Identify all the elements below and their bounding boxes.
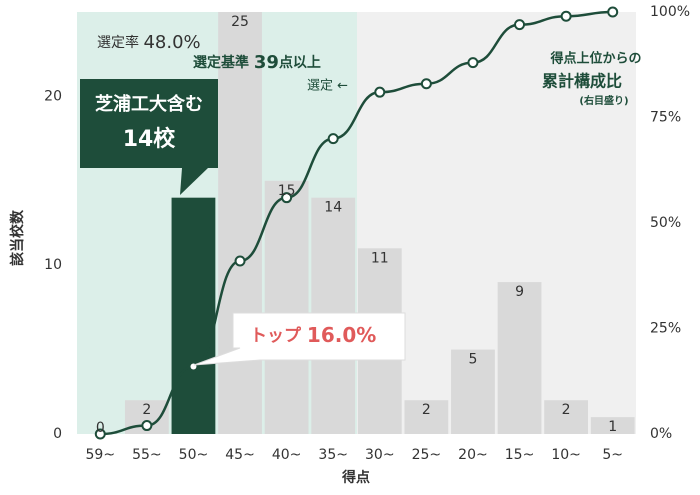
selection-rate-value: 48.0% bbox=[143, 32, 200, 53]
bar bbox=[218, 12, 262, 434]
bar bbox=[171, 197, 216, 434]
top-value: 16.0% bbox=[307, 323, 376, 347]
line-point bbox=[94, 428, 106, 440]
selection-rate: 選定率 48.0% bbox=[97, 32, 201, 53]
line-point bbox=[514, 19, 526, 31]
x-tick-label: 25~ bbox=[412, 447, 442, 463]
value-label: 25 bbox=[231, 14, 249, 30]
value-label: 15 bbox=[278, 183, 296, 199]
value-label: 0 bbox=[96, 420, 105, 436]
x-tick-label: 20~ bbox=[458, 447, 488, 463]
value-label: 2 bbox=[142, 402, 151, 418]
value-label: 2 bbox=[422, 402, 431, 418]
value-label: 14 bbox=[324, 200, 342, 216]
bar bbox=[590, 417, 635, 434]
y-tick-label: 20 bbox=[44, 88, 62, 104]
criterion-suffix: 点以上 bbox=[279, 54, 321, 71]
value-label: 2 bbox=[562, 402, 571, 418]
x-tick-label: 10~ bbox=[551, 447, 581, 463]
value-label: 9 bbox=[515, 284, 524, 300]
line-point bbox=[141, 420, 153, 432]
right-note-3: (右目盛り) bbox=[579, 94, 628, 107]
callout-line1: 芝浦工大含む bbox=[95, 93, 203, 115]
value-label: 5 bbox=[468, 352, 477, 368]
x-tick-label: 15~ bbox=[505, 447, 535, 463]
line-point bbox=[560, 10, 572, 22]
line-point bbox=[420, 78, 432, 90]
line-point bbox=[281, 192, 293, 204]
top-label: トップ bbox=[250, 325, 302, 346]
criterion-label: 選定基準 bbox=[193, 54, 249, 71]
x-tick-label: 45~ bbox=[225, 447, 255, 463]
x-tick-label: 59~ bbox=[86, 447, 116, 463]
y2-tick-label: 75% bbox=[650, 110, 681, 126]
y-tick-label: 0 bbox=[53, 426, 62, 442]
line-point bbox=[607, 6, 619, 18]
criterion-value: 39 bbox=[254, 52, 279, 73]
value-label: 1 bbox=[608, 419, 617, 435]
x-tick-label: 35~ bbox=[318, 447, 348, 463]
x-tick-label: 5~ bbox=[602, 447, 623, 463]
criterion: 選定基準 39点以上 bbox=[193, 52, 321, 73]
unselected-region bbox=[357, 12, 636, 434]
x-tick-label: 55~ bbox=[132, 447, 162, 463]
y-tick-label: 10 bbox=[44, 257, 62, 273]
selection-rate-label: 選定率 bbox=[97, 34, 139, 51]
right-note-2: 累計構成比 bbox=[542, 72, 622, 91]
bar bbox=[544, 400, 589, 434]
top-callout: トップ 16.0% bbox=[250, 323, 376, 347]
x-tick-label: 30~ bbox=[365, 447, 395, 463]
criterion-arrow: 選定 ← bbox=[307, 79, 348, 94]
line-point bbox=[467, 57, 479, 69]
top-callout-box bbox=[193, 312, 406, 366]
bar bbox=[264, 180, 309, 434]
y-axis-label: 該当校数 bbox=[9, 209, 26, 266]
bar bbox=[497, 282, 542, 434]
line-point bbox=[234, 255, 246, 267]
x-axis-label: 得点 bbox=[341, 469, 370, 486]
bar bbox=[404, 400, 449, 434]
callout-box bbox=[80, 79, 218, 195]
bar bbox=[451, 349, 495, 434]
x-tick-label: 50~ bbox=[179, 447, 209, 463]
y2-tick-label: 25% bbox=[650, 321, 681, 337]
right-note-1: 得点上位からの bbox=[549, 51, 641, 67]
line-point bbox=[374, 86, 386, 98]
line-point bbox=[327, 133, 339, 145]
value-label: 11 bbox=[371, 250, 389, 266]
x-tick-label: 40~ bbox=[272, 447, 302, 463]
y2-tick-label: 50% bbox=[650, 215, 681, 231]
callout-line2: 14校 bbox=[123, 126, 177, 152]
y2-tick-label: 0% bbox=[650, 426, 672, 442]
y2-tick-label: 100% bbox=[650, 4, 690, 20]
